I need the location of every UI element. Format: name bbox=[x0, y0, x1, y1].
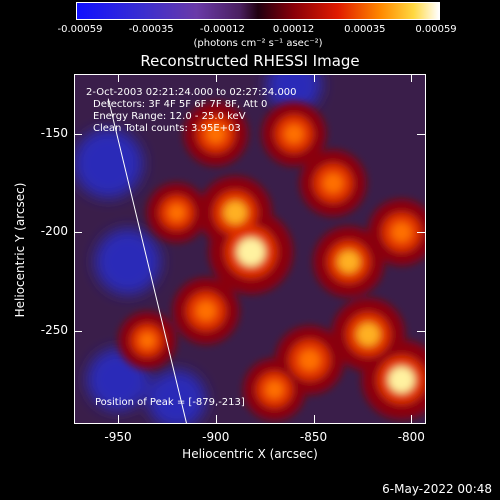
heatmap-source-core bbox=[265, 380, 284, 399]
colorbar-tick-label: -0.00035 bbox=[128, 24, 174, 35]
heatmap-image bbox=[75, 75, 425, 423]
y-tick-label: -150 bbox=[40, 125, 68, 140]
annotation-clean: Clean Total counts: 3.95E+03 bbox=[93, 123, 241, 134]
y-tick-mark bbox=[74, 133, 82, 135]
heatmap-dark-source bbox=[147, 370, 206, 423]
y-tick-mark bbox=[417, 232, 425, 234]
annotation-time: 2-Oct-2003 02:21:24.000 to 02:27:24.000 bbox=[86, 87, 297, 98]
x-tick-mark bbox=[215, 415, 217, 423]
heatmap-dark-source bbox=[266, 75, 322, 113]
y-tick-mark bbox=[74, 330, 82, 332]
x-tick-mark bbox=[118, 415, 120, 423]
colorbar-unit-label: (photons cm⁻² s⁻¹ asec⁻²) bbox=[193, 38, 323, 49]
x-tick-mark bbox=[215, 74, 217, 82]
annotation-detectors: Detectors: 3F 4F 5F 6F 7F 8F, Att 0 bbox=[93, 99, 268, 110]
y-tick-mark bbox=[417, 133, 425, 135]
x-tick-mark bbox=[118, 74, 120, 82]
x-tick-label: -850 bbox=[299, 430, 328, 444]
plot-area bbox=[74, 74, 426, 424]
heatmap-dark-source bbox=[94, 228, 161, 295]
x-tick-mark bbox=[313, 415, 315, 423]
heatmap-source-core bbox=[299, 349, 321, 371]
y-tick-mark bbox=[74, 232, 82, 234]
y-tick-label: -250 bbox=[40, 322, 68, 337]
heatmap-dark-source bbox=[75, 128, 143, 199]
x-tick-label: -800 bbox=[397, 430, 425, 444]
heatmap-source-core bbox=[284, 124, 304, 144]
heatmap-source-core bbox=[236, 237, 265, 266]
colorbar bbox=[76, 2, 440, 20]
heatmap-source-core bbox=[196, 300, 217, 321]
colorbar-tick-label: 0.00035 bbox=[344, 24, 386, 35]
heatmap-source-core bbox=[337, 250, 360, 273]
limb-line bbox=[107, 98, 187, 423]
colorbar-tick-label: -0.00059 bbox=[57, 24, 103, 35]
annotation-peak: Position of Peak = [-879,-213] bbox=[95, 397, 245, 408]
y-tick-label: -200 bbox=[40, 224, 68, 239]
colorbar-tick-label: -0.00012 bbox=[199, 24, 245, 35]
x-tick-label: -900 bbox=[202, 430, 230, 444]
footer-timestamp: 6-May-2022 00:48 bbox=[382, 482, 492, 496]
heatmap-source-core bbox=[223, 201, 247, 225]
heatmap-source-core bbox=[323, 173, 344, 194]
heatmap-source-core bbox=[391, 222, 412, 243]
colorbar-tick-label: 0.00059 bbox=[415, 24, 457, 35]
heatmap-source-core bbox=[356, 323, 380, 347]
x-tick-mark bbox=[411, 415, 413, 423]
x-tick-label: -950 bbox=[104, 430, 132, 444]
heatmap-source-core bbox=[168, 204, 186, 222]
colorbar-tick-label: 0.00012 bbox=[272, 24, 315, 35]
heatmap-source-core bbox=[388, 366, 415, 393]
y-tick-mark bbox=[417, 330, 425, 332]
annotation-energy: Energy Range: 12.0 - 25.0 keV bbox=[93, 111, 246, 122]
chart-title: Reconstructed RHESSI Image bbox=[140, 52, 360, 70]
heatmap-source-core bbox=[139, 332, 156, 349]
heatmap-source-core bbox=[206, 124, 226, 144]
x-tick-mark bbox=[411, 74, 413, 82]
x-axis-title: Heliocentric X (arcsec) bbox=[182, 447, 318, 461]
x-tick-mark bbox=[313, 74, 315, 82]
y-axis-title: Heliocentric Y (arcsec) bbox=[13, 182, 27, 318]
